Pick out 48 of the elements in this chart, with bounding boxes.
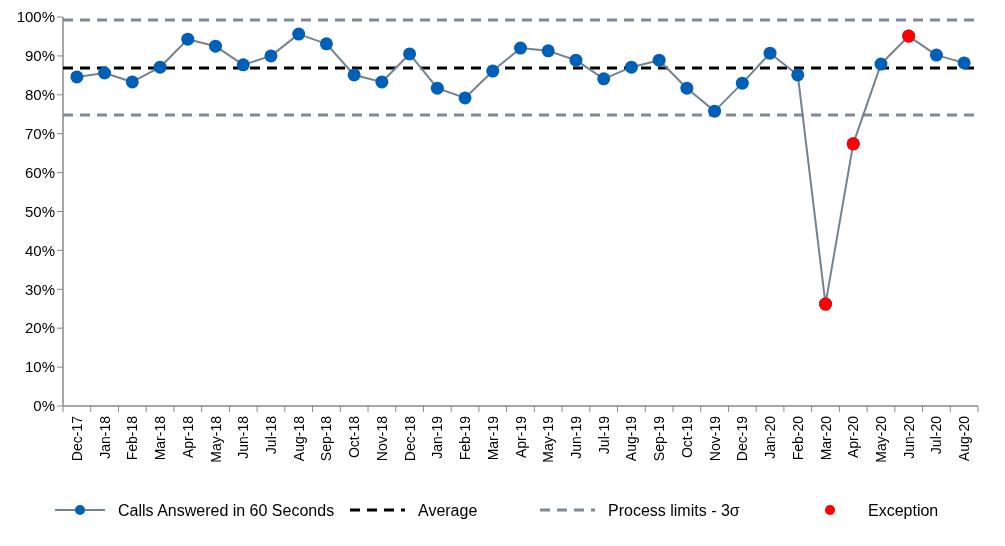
y-tick-label: 80% xyxy=(24,86,55,104)
x-tick-label: Apr-19 xyxy=(512,415,529,459)
x-tick-label: May-18 xyxy=(207,415,224,463)
x-tick-label: Feb-18 xyxy=(124,415,141,461)
x-tick-label: Oct-19 xyxy=(678,415,695,459)
x-tick-label: Dec-18 xyxy=(401,415,418,462)
x-tick-label: Jun-19 xyxy=(567,415,584,459)
x-tick-label: Sep-18 xyxy=(318,415,335,462)
legend-label: Exception xyxy=(868,501,939,519)
y-tick-label: 0% xyxy=(33,397,55,415)
legend-label: Calls Answered in 60 Seconds xyxy=(118,501,335,519)
legend-label: Process limits - 3σ xyxy=(608,501,740,519)
y-tick-label: 30% xyxy=(24,280,55,298)
x-tick-label: Jul-19 xyxy=(595,415,612,455)
x-tick-label: Nov-18 xyxy=(373,415,390,462)
x-tick-label: May-20 xyxy=(872,415,889,463)
x-tick-label: Dec-19 xyxy=(734,415,751,462)
x-tick-label: Mar-18 xyxy=(152,415,169,461)
x-tick-label: Jul-20 xyxy=(928,415,945,455)
y-tick-label: 10% xyxy=(24,358,55,376)
x-tick-label: Apr-20 xyxy=(845,415,862,459)
x-tick-label: Aug-20 xyxy=(956,415,973,462)
x-tick-label: Jan-18 xyxy=(96,415,113,459)
legend-label: Average xyxy=(418,501,478,519)
y-tick-label: 70% xyxy=(24,124,55,142)
y-tick-label: 40% xyxy=(24,241,55,259)
x-tick-label: Oct-18 xyxy=(346,415,363,459)
x-tick-label: Mar-20 xyxy=(817,415,834,461)
y-tick-label: 20% xyxy=(24,319,55,337)
y-tick-label: 60% xyxy=(24,163,55,181)
x-tick-label: Nov-19 xyxy=(706,415,723,462)
x-tick-label: Mar-19 xyxy=(484,415,501,461)
x-tick-label: Jun-20 xyxy=(900,415,917,459)
x-tick-label: Jan-20 xyxy=(762,415,779,459)
x-tick-label: Jun-18 xyxy=(235,415,252,459)
x-tick-label: Aug-19 xyxy=(623,415,640,462)
x-tick-label: Jan-19 xyxy=(429,415,446,459)
x-tick-label: Apr-18 xyxy=(179,415,196,459)
x-tick-label: Feb-19 xyxy=(457,415,474,461)
y-tick-label: 90% xyxy=(24,47,55,65)
y-tick-label: 50% xyxy=(24,202,55,220)
x-tick-label: May-19 xyxy=(540,415,557,463)
x-tick-label: Jul-18 xyxy=(262,415,279,455)
x-tick-label: Aug-18 xyxy=(290,415,307,462)
y-tick-label: 100% xyxy=(16,8,55,26)
x-tick-label: Dec-17 xyxy=(68,415,85,462)
x-tick-label: Feb-20 xyxy=(789,415,806,461)
x-tick-label: Sep-19 xyxy=(651,415,668,462)
